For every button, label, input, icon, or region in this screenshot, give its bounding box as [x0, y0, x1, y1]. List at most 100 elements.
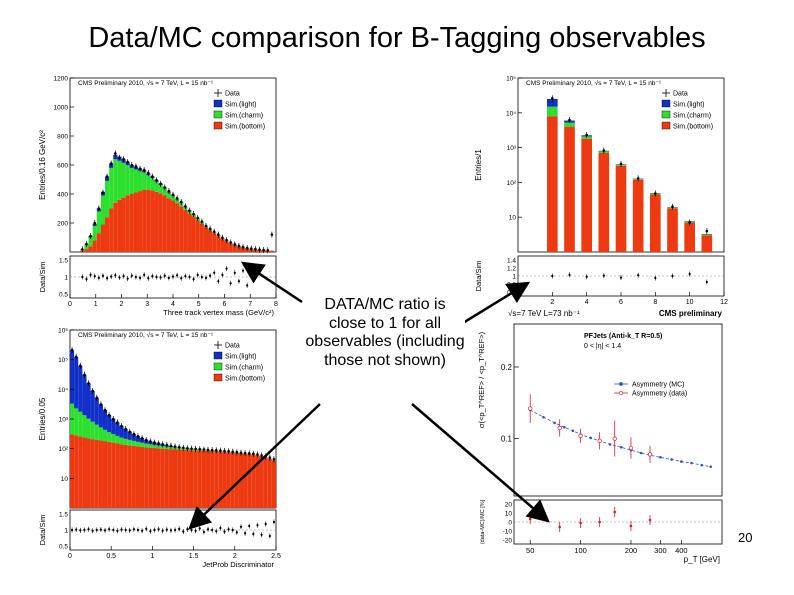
mc-point [608, 443, 612, 446]
bar-simbottom [115, 443, 120, 508]
x-tick-label: 3 [145, 301, 149, 308]
bar-simbottom [164, 448, 169, 508]
bar-simbottom [162, 195, 167, 252]
chart-header: √s=7 TeV L=73 nb⁻¹ [508, 309, 580, 318]
x-tick-label: 1 [150, 553, 154, 560]
bar-simcharm [127, 439, 132, 446]
y-axis-label: Entries/1 [474, 149, 483, 181]
bar-simbottom [269, 250, 274, 252]
bar-simbottom [148, 447, 153, 508]
bar-simcharm [142, 172, 147, 190]
bar-simbottom [70, 434, 75, 508]
bar-simbottom [189, 450, 194, 508]
bar-simbottom [92, 240, 97, 252]
bar-simcharm [78, 411, 83, 437]
bar-simlight [86, 383, 91, 419]
bar-simcharm [107, 432, 112, 442]
bar-simcharm [121, 162, 126, 198]
slide-title: Data/MC comparison for B-Tagging observa… [88, 22, 706, 54]
ratio-point [579, 521, 582, 525]
bar-simbottom [175, 203, 180, 252]
plot-frame [513, 323, 723, 497]
chart-header: CMS Preliminary 2010, √s = 7 TeV, L = 15… [78, 79, 214, 87]
bar-simcharm [160, 445, 165, 449]
bar-simbottom [127, 445, 132, 508]
y-tick-label: 10⁵ [58, 357, 68, 364]
bar-simbottom [109, 208, 114, 252]
bar-simcharm [156, 445, 161, 449]
bar-simcharm [137, 170, 143, 192]
asymmetry-chart: √s=7 TeV L=73 nb⁻¹ CMS preliminary PFJets … [477, 309, 723, 564]
bar-simbottom [224, 241, 229, 252]
bar-simbottom [210, 451, 215, 508]
bar-simcharm [90, 421, 95, 440]
bar-simbottom [243, 453, 248, 508]
legend-label: Sim.(bottom) [225, 376, 265, 383]
bar-simbottom [193, 450, 198, 508]
bar-simbottom [166, 198, 171, 252]
bar-simbottom [121, 197, 126, 252]
mc-point [670, 458, 673, 461]
bar-simlight [111, 418, 116, 435]
bar-simbottom [107, 441, 112, 508]
bar-simbottom [177, 449, 182, 508]
y-tick-label: 0.1 [501, 435, 513, 444]
legend-label: Sim.(charm) [673, 113, 711, 120]
bar-simbottom [160, 448, 165, 508]
bar-simbottom [201, 450, 206, 508]
bar-simlight [82, 374, 87, 416]
bar-simcharm [150, 178, 155, 191]
bar-simbottom [234, 452, 239, 508]
bar-simbottom [247, 454, 252, 508]
bar-simlight [74, 357, 79, 409]
bar-simbottom [102, 441, 108, 508]
bar-simbottom [173, 449, 178, 508]
vertex-mass-chart: CMS Preliminary 2010, √s = 7 TeV, L = 15… [38, 76, 278, 318]
bar-simcharm [119, 437, 124, 445]
bar-simcharm [115, 435, 120, 444]
bar-simbottom [220, 238, 225, 252]
bar-simcharm [98, 427, 103, 441]
y-tick-label: 10⁴ [506, 110, 516, 117]
bar-simbottom [236, 246, 241, 252]
ratio-point [629, 524, 633, 528]
data-point [557, 425, 562, 431]
bar-simcharm [82, 415, 87, 438]
ratio-tick-label: 1 [64, 275, 68, 282]
y-tick-label: 10 [509, 215, 517, 222]
legend-swatch [661, 110, 671, 119]
legend-label: Sim.(charm) [225, 365, 263, 372]
bar-simbottom [179, 206, 184, 252]
legend-label: Asymmetry (MC) [632, 382, 685, 389]
x-tick-label: 400 [675, 546, 688, 555]
ratio-point [648, 518, 652, 522]
bar-simbottom [187, 213, 192, 252]
bar-simcharm [564, 122, 575, 127]
ratio-axis-label: Data/Sim [474, 261, 483, 292]
bar-simcharm [131, 440, 136, 446]
chart-header: CMS Preliminary 2010, √s = 7 TeV, L = 15… [526, 79, 662, 87]
legend-label: Asymmetry (data) [632, 391, 687, 398]
bar-simcharm [125, 165, 130, 196]
bar-simcharm [102, 429, 108, 442]
legend-label: Sim.(bottom) [225, 124, 265, 131]
y-tick-label: 0.2 [501, 363, 513, 372]
page-number: 20 [738, 530, 753, 545]
bar-simbottom [90, 439, 95, 508]
mc-point [680, 460, 683, 463]
y-axis-label: Entries/0.16 GeV/c² [38, 130, 47, 200]
bar-simcharm [123, 438, 128, 445]
ratio-tick-label: 0.5 [59, 544, 68, 551]
legend-swatch [213, 121, 223, 130]
x-tick-label: 7 [248, 301, 252, 308]
bar-simcharm [113, 159, 118, 203]
bar-simcharm [86, 418, 91, 439]
bar-simbottom [84, 249, 89, 252]
legend-swatch [213, 99, 223, 108]
bar-simbottom [144, 447, 149, 508]
callout-text: DATA/MC ratio is close to 1 for all obse… [305, 296, 465, 370]
ratio-tick-label: 1.5 [59, 258, 68, 265]
bar-simcharm [547, 106, 558, 117]
ratio-tick-label: 10 [505, 511, 513, 518]
